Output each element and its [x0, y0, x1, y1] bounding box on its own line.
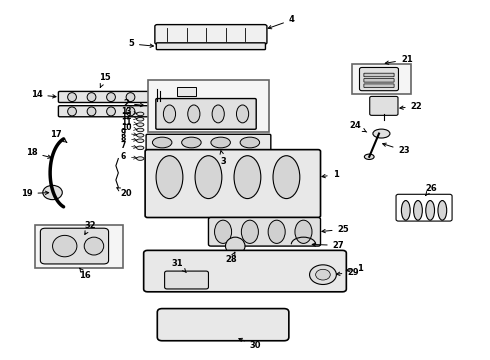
Ellipse shape	[126, 93, 135, 102]
Ellipse shape	[240, 137, 260, 148]
Text: 1: 1	[346, 264, 363, 273]
Text: 4: 4	[268, 15, 294, 29]
FancyBboxPatch shape	[40, 228, 109, 264]
Ellipse shape	[137, 123, 144, 126]
Ellipse shape	[373, 129, 390, 138]
FancyBboxPatch shape	[157, 309, 289, 341]
Text: 6: 6	[121, 152, 137, 161]
FancyBboxPatch shape	[208, 217, 320, 246]
Text: 3: 3	[220, 151, 226, 166]
Ellipse shape	[237, 105, 248, 123]
Ellipse shape	[152, 137, 172, 148]
Ellipse shape	[273, 156, 300, 199]
FancyBboxPatch shape	[155, 24, 267, 44]
Ellipse shape	[137, 139, 144, 143]
Text: 17: 17	[50, 130, 67, 142]
FancyBboxPatch shape	[58, 91, 149, 103]
Text: 7: 7	[121, 141, 137, 150]
Bar	[35, 225, 123, 267]
Ellipse shape	[107, 93, 116, 102]
Ellipse shape	[126, 107, 135, 116]
Ellipse shape	[438, 201, 447, 220]
FancyBboxPatch shape	[364, 73, 394, 77]
Text: 9: 9	[121, 129, 137, 138]
Text: 12: 12	[121, 112, 137, 121]
Ellipse shape	[156, 156, 183, 199]
Ellipse shape	[137, 112, 144, 116]
Ellipse shape	[52, 235, 77, 257]
Text: 24: 24	[350, 121, 367, 132]
Text: 18: 18	[26, 148, 51, 158]
Text: 14: 14	[30, 90, 56, 99]
Ellipse shape	[188, 105, 200, 123]
Text: 28: 28	[225, 252, 237, 264]
Text: 15: 15	[99, 73, 111, 87]
Text: 11: 11	[121, 118, 137, 127]
Bar	[352, 64, 411, 94]
Bar	[147, 80, 270, 132]
Text: 32: 32	[84, 221, 96, 234]
Text: 30: 30	[239, 338, 261, 350]
Text: 20: 20	[117, 188, 132, 198]
Ellipse shape	[137, 146, 144, 150]
Ellipse shape	[242, 220, 258, 243]
FancyBboxPatch shape	[156, 99, 256, 129]
Ellipse shape	[137, 157, 144, 160]
Ellipse shape	[68, 107, 76, 116]
Text: 21: 21	[385, 55, 413, 64]
Ellipse shape	[310, 265, 336, 284]
FancyBboxPatch shape	[364, 84, 394, 87]
Ellipse shape	[195, 156, 222, 199]
Ellipse shape	[212, 105, 224, 123]
Text: 23: 23	[383, 143, 410, 155]
FancyBboxPatch shape	[360, 67, 398, 91]
Ellipse shape	[87, 93, 96, 102]
Ellipse shape	[426, 201, 435, 220]
Ellipse shape	[107, 107, 116, 116]
Text: 8: 8	[121, 134, 137, 143]
Ellipse shape	[211, 137, 230, 148]
Ellipse shape	[137, 128, 144, 132]
Ellipse shape	[414, 201, 422, 220]
Ellipse shape	[137, 117, 144, 121]
Ellipse shape	[43, 185, 62, 200]
FancyBboxPatch shape	[146, 134, 271, 151]
Text: 2: 2	[123, 99, 144, 108]
Ellipse shape	[234, 156, 261, 199]
Ellipse shape	[365, 154, 374, 159]
FancyBboxPatch shape	[144, 250, 346, 292]
Ellipse shape	[316, 269, 330, 280]
Ellipse shape	[225, 237, 245, 255]
Text: 10: 10	[121, 123, 137, 132]
FancyBboxPatch shape	[156, 43, 266, 50]
Text: 22: 22	[400, 102, 422, 111]
Ellipse shape	[182, 137, 201, 148]
Bar	[177, 87, 196, 96]
Ellipse shape	[268, 220, 285, 243]
Text: 19: 19	[21, 189, 49, 198]
FancyBboxPatch shape	[165, 271, 208, 289]
Ellipse shape	[87, 107, 96, 116]
Ellipse shape	[295, 220, 312, 243]
Text: 31: 31	[172, 259, 186, 273]
Ellipse shape	[215, 220, 232, 243]
Ellipse shape	[84, 237, 104, 255]
Text: 16: 16	[79, 268, 91, 280]
Text: 13: 13	[121, 107, 137, 116]
Text: 1: 1	[322, 170, 339, 179]
Ellipse shape	[68, 93, 76, 102]
Text: 27: 27	[312, 241, 344, 250]
Text: 5: 5	[128, 39, 153, 48]
Text: 25: 25	[322, 225, 349, 234]
Ellipse shape	[401, 201, 410, 220]
Text: 26: 26	[425, 184, 437, 195]
Text: 29: 29	[337, 268, 359, 277]
FancyBboxPatch shape	[58, 106, 149, 117]
FancyBboxPatch shape	[364, 78, 394, 82]
FancyBboxPatch shape	[145, 150, 320, 217]
Ellipse shape	[163, 105, 175, 123]
FancyBboxPatch shape	[370, 96, 398, 115]
Ellipse shape	[137, 134, 144, 137]
